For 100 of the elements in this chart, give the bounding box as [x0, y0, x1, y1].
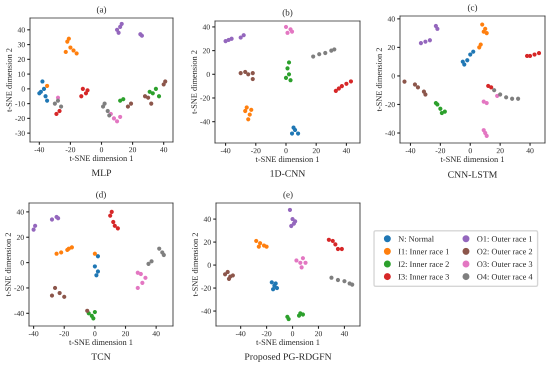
point	[96, 269, 100, 274]
point	[440, 110, 444, 116]
point	[92, 264, 97, 268]
point	[43, 94, 48, 98]
point	[482, 128, 486, 132]
point	[460, 60, 465, 64]
point	[484, 134, 489, 138]
point	[288, 208, 292, 212]
point	[292, 128, 298, 132]
x-axis-title: t-SNE dimension 1	[256, 339, 320, 346]
point	[290, 131, 294, 136]
legend-label: O4: Outer race 4	[477, 274, 532, 280]
point	[274, 286, 280, 290]
point	[524, 54, 530, 58]
chart-title: (e)	[283, 191, 293, 200]
point	[510, 96, 514, 101]
point	[428, 38, 432, 42]
point	[294, 258, 299, 263]
point	[242, 33, 246, 38]
text: CNN-LSTM	[448, 171, 498, 178]
point	[326, 238, 331, 242]
point	[238, 71, 243, 76]
point	[344, 82, 348, 86]
point	[56, 98, 60, 103]
point	[284, 76, 288, 80]
point	[422, 90, 426, 94]
point	[330, 238, 335, 244]
point	[157, 246, 162, 251]
point	[79, 94, 84, 98]
y-axis-title: t-SNE dimension 2	[5, 233, 11, 296]
chart-title: (a)	[96, 6, 106, 14]
point	[85, 88, 90, 92]
point	[149, 102, 154, 106]
point	[468, 52, 472, 57]
point	[300, 265, 304, 270]
point	[303, 260, 308, 265]
point	[163, 79, 168, 84]
point	[270, 287, 276, 292]
point	[80, 86, 85, 91]
chart-title: (d)	[96, 191, 106, 200]
point	[226, 270, 230, 274]
point	[91, 316, 96, 320]
point	[256, 244, 261, 249]
point	[154, 86, 158, 91]
point	[412, 82, 418, 87]
point	[50, 217, 54, 222]
point	[317, 52, 322, 56]
point	[296, 131, 300, 136]
point	[50, 293, 54, 298]
point	[146, 262, 151, 266]
legend-label: N: Normal	[398, 236, 434, 242]
point	[68, 45, 72, 50]
x-axis-title: t-SNE dimension 1	[70, 155, 133, 162]
text: Proposed PG-RDGFN	[244, 353, 332, 362]
point	[156, 94, 162, 98]
point	[298, 260, 302, 265]
point	[58, 290, 62, 296]
point	[112, 116, 116, 120]
point	[111, 220, 116, 224]
x-axis-title: t-SNE dimension 1	[69, 339, 132, 346]
point	[142, 94, 148, 98]
point	[332, 47, 336, 52]
point	[462, 62, 466, 67]
point	[108, 214, 112, 218]
point	[532, 52, 537, 57]
point	[258, 241, 262, 246]
point	[482, 30, 486, 34]
point	[94, 273, 98, 278]
point	[226, 276, 232, 281]
point	[102, 102, 107, 106]
point	[516, 96, 520, 101]
point	[296, 314, 302, 318]
point	[40, 79, 45, 84]
point	[492, 88, 496, 92]
point	[423, 40, 428, 44]
text: 1D-CNN	[270, 170, 306, 177]
y-axis-title: t-SNE dimension 2	[6, 48, 12, 112]
point	[120, 22, 124, 26]
point	[286, 60, 292, 65]
point	[162, 252, 166, 258]
text: TCN	[91, 353, 110, 360]
point	[45, 84, 50, 88]
legend-label: I2: Inner race 2	[398, 261, 449, 268]
point	[114, 119, 120, 124]
point	[333, 242, 338, 246]
point	[418, 41, 424, 46]
legend-label: I1: Inner race 1	[398, 248, 449, 254]
point	[112, 224, 117, 228]
point	[54, 252, 59, 256]
point	[285, 30, 290, 35]
chart-title: (c)	[468, 4, 478, 12]
point	[66, 36, 71, 41]
point	[286, 317, 291, 322]
point	[254, 238, 258, 244]
point	[465, 58, 470, 62]
x-axis-title: t-SNE dimension 1	[256, 156, 319, 162]
point	[110, 210, 114, 214]
point	[250, 71, 255, 76]
point	[140, 280, 144, 285]
point	[138, 272, 143, 276]
